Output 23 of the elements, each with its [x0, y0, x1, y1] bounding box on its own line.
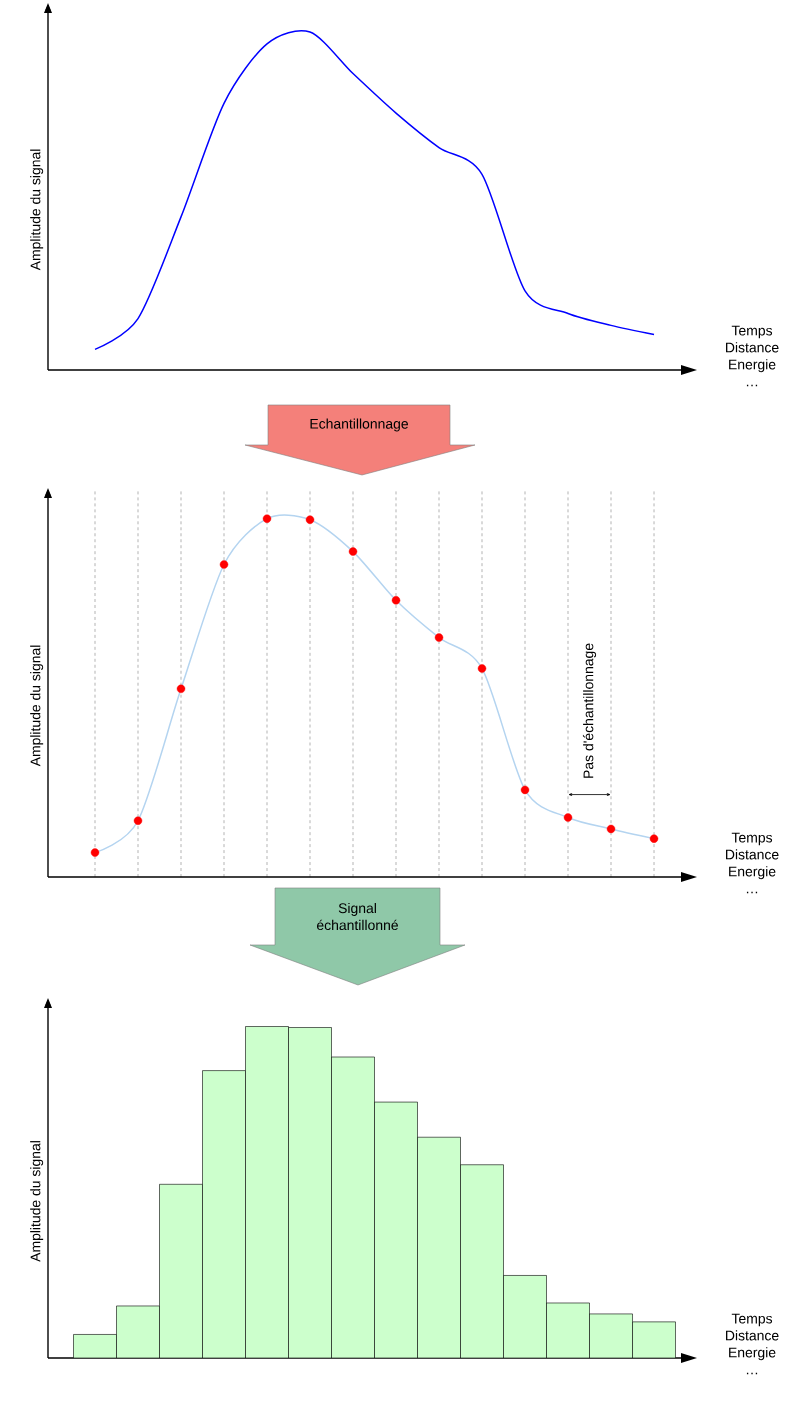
point [477, 664, 487, 673]
point [563, 813, 573, 822]
point [520, 785, 530, 795]
x-axis-title: Temps Distance Energie … [726, 325, 779, 387]
y-axis-title: Amplitude du signal [30, 149, 44, 271]
x-axis-title: Temps Distance Energie … [726, 1313, 779, 1375]
point [262, 514, 272, 523]
y-axis-title: Amplitude du signal [30, 1141, 44, 1262]
text: Echantillonnage [310, 418, 408, 432]
point [391, 596, 401, 605]
x-axis-title: Temps Distance Energie … [726, 832, 779, 894]
point [219, 560, 229, 569]
point [434, 633, 444, 642]
point [305, 515, 315, 524]
y-axis-title: Amplitude du signal [30, 645, 44, 767]
point [90, 848, 100, 857]
annotation: Pas d'échantillonnage [582, 643, 597, 778]
point [606, 824, 616, 834]
point [649, 834, 659, 843]
point [176, 684, 186, 694]
text: Signal échantillonné [317, 902, 398, 931]
point [348, 547, 358, 556]
point [133, 816, 143, 825]
